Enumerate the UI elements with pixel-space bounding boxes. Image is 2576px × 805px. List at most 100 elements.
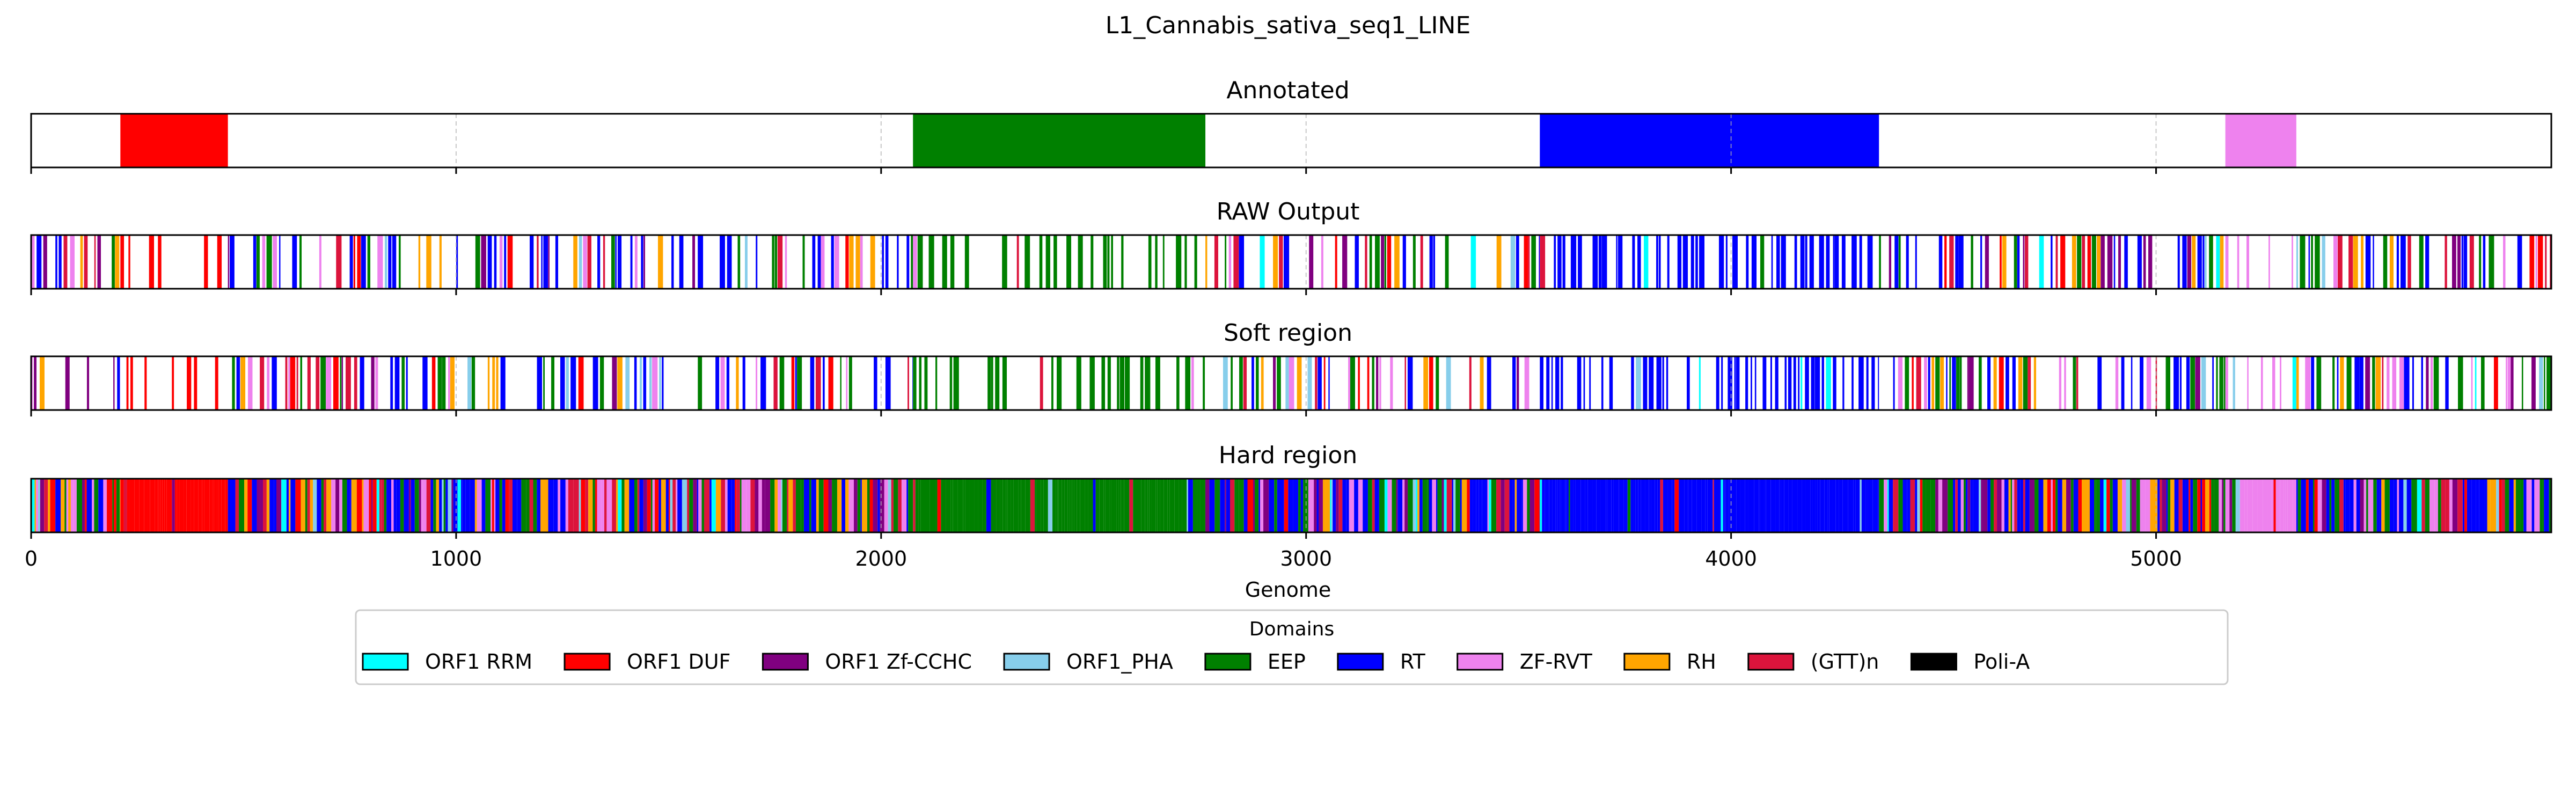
legend-swatch — [1623, 653, 1671, 671]
domain-hit — [1279, 235, 1283, 289]
domain-hit — [2237, 235, 2240, 289]
domain-hit — [204, 479, 210, 532]
domain-hit — [36, 235, 42, 289]
domain-hit — [2143, 235, 2146, 289]
domain-hit — [2214, 479, 2219, 532]
domain-hit — [1117, 356, 1119, 410]
domain-hit — [603, 235, 605, 289]
domain-hit — [50, 479, 56, 532]
domain-hit — [2544, 479, 2549, 532]
domain-hit — [1760, 479, 1765, 532]
domain-hit — [1861, 479, 1866, 532]
domain-hit — [581, 479, 586, 532]
domain-hit — [2223, 356, 2226, 410]
domain-hit — [2285, 479, 2288, 532]
domain-hit — [624, 479, 630, 532]
domain-hit — [1714, 479, 1720, 532]
domain-hit — [1948, 479, 1953, 532]
domain-hit — [1779, 479, 1781, 532]
domain-hit — [781, 479, 782, 532]
legend-entries: ORF1 RRM ORF1 DUF ORF1 Zf-CCHC ORF1_PHA EEP R… — [362, 650, 2030, 674]
domain-hit — [1772, 479, 1776, 532]
domain-hit — [400, 479, 404, 532]
domain-hit — [1529, 479, 1535, 532]
domain-hit — [1866, 356, 1869, 410]
domain-hit — [1187, 479, 1188, 532]
domain-hit — [1043, 479, 1048, 532]
legend-entry: ZF-RVT — [1457, 650, 1593, 674]
domain-hit — [269, 479, 274, 532]
domain-hit — [1583, 356, 1585, 410]
domain-hit — [548, 479, 554, 532]
domain-hit — [2073, 356, 2076, 410]
domain-hit — [1080, 479, 1085, 532]
domain-hit — [1546, 356, 1550, 410]
domain-hit — [1781, 479, 1784, 532]
domain-hit — [2311, 235, 2313, 289]
domain-hit — [2297, 479, 2301, 532]
domain-hit — [419, 479, 421, 532]
domain-hit — [1220, 479, 1225, 532]
domain-hit — [144, 356, 147, 410]
domain-hit — [2507, 356, 2511, 410]
domain-hit — [422, 479, 427, 532]
domain-hit — [2166, 479, 2168, 532]
domain-hit — [2411, 479, 2413, 532]
domain-hit — [494, 235, 497, 289]
domain-hit — [442, 356, 446, 410]
domain-hit — [526, 479, 530, 532]
domain-hit — [709, 479, 712, 532]
domain-hit — [1203, 356, 1205, 410]
domain-hit — [801, 479, 804, 532]
domain-hit — [1811, 356, 1815, 410]
domain-hit — [1745, 356, 1748, 410]
domain-hit — [885, 356, 891, 410]
domain-hit — [437, 356, 442, 410]
domain-hit — [1260, 235, 1265, 289]
domain-hit — [2311, 356, 2315, 410]
domain-hit — [55, 479, 61, 532]
domain-hit — [1379, 356, 1381, 410]
domain-hit — [442, 479, 444, 532]
domain-hit — [1124, 479, 1130, 532]
domain-hit — [1062, 479, 1065, 532]
domain-hit — [2023, 479, 2025, 532]
domain-hit — [1363, 479, 1368, 532]
domain-hit — [1205, 235, 1208, 289]
domain-hit — [655, 479, 659, 532]
domain-hit — [537, 479, 541, 532]
domain-hit — [1987, 356, 1991, 410]
domain-hit — [841, 479, 845, 532]
domain-hit — [643, 235, 646, 289]
domain-hit — [1645, 479, 1649, 532]
domain-hit — [2515, 479, 2521, 532]
domain-hit — [965, 479, 970, 532]
domain-hit — [893, 479, 898, 532]
domain-hit — [2441, 479, 2446, 532]
domain-hit — [113, 356, 115, 410]
domain-hit — [134, 479, 140, 532]
domain-hit — [1733, 479, 1737, 532]
domain-hit — [2082, 235, 2085, 289]
domain-hit — [1707, 479, 1713, 532]
domain-hit — [529, 235, 534, 289]
legend-swatch — [1204, 653, 1252, 671]
domain-hit — [279, 235, 281, 289]
domain-hit — [1155, 356, 1160, 410]
domain-hit — [1751, 235, 1757, 289]
domain-hit — [1355, 235, 1359, 289]
domain-hit — [1766, 479, 1771, 532]
domain-hit — [652, 479, 655, 532]
domain-hit — [986, 479, 991, 532]
domain-hit — [908, 356, 909, 410]
domain-hit — [513, 479, 517, 532]
domain-hit — [218, 479, 222, 532]
domain-hit — [1323, 356, 1326, 410]
domain-hit — [597, 479, 602, 532]
domain-hit — [487, 356, 490, 410]
domain-hit — [1209, 479, 1215, 532]
domain-hit — [810, 356, 815, 410]
domain-hit — [2445, 235, 2447, 289]
legend-entry: RH — [1623, 650, 1716, 674]
domain-hit — [273, 235, 277, 289]
